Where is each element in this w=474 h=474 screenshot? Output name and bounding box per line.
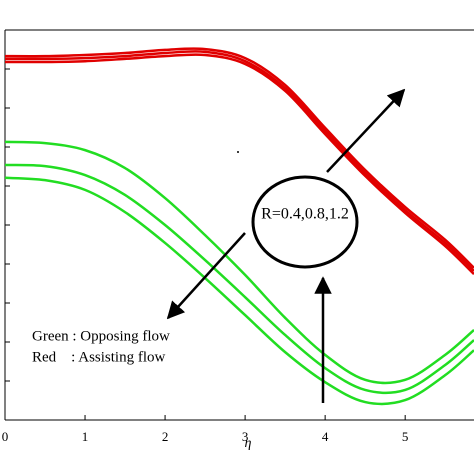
- line: [4, 176, 474, 406]
- annotation: R=0.4,0.8,1.2: [261, 206, 349, 223]
- line: [4, 53, 474, 276]
- x-tick-label: 4: [322, 429, 329, 444]
- x-tick-label: 1: [82, 429, 89, 444]
- annotation: Red : Assisting flow: [32, 349, 166, 365]
- line: [4, 50, 474, 272]
- arrow: [166, 232, 246, 320]
- x-tick-label: 5: [402, 429, 409, 444]
- ellipse: [251, 175, 359, 269]
- line: [4, 47, 474, 269]
- x-tick-label: 2: [162, 429, 169, 444]
- x-tick-label: 0: [2, 429, 9, 444]
- plot: [4, 47, 474, 406]
- annotation: Green : Opposing flow: [32, 328, 170, 344]
- line: [4, 140, 474, 385]
- dot: [237, 151, 239, 153]
- arrow: [326, 88, 406, 173]
- x-axis-label: η: [245, 436, 252, 451]
- line: [4, 163, 474, 395]
- x-tick-label: 3: [242, 429, 249, 444]
